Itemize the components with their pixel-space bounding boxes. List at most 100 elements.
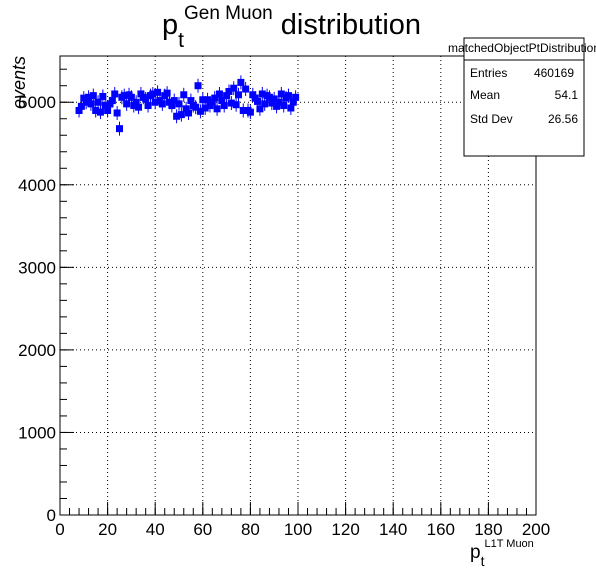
point-marker xyxy=(108,97,116,105)
point-marker xyxy=(142,95,150,103)
point-marker xyxy=(223,92,231,100)
point-marker xyxy=(82,98,90,106)
point-marker xyxy=(265,93,273,101)
x-tick-labels: 0 20 40 60 80 100 120 140 160 180 200 xyxy=(55,520,550,539)
data-point xyxy=(292,90,300,105)
point-marker xyxy=(185,109,193,117)
point-marker xyxy=(275,98,283,106)
data-point xyxy=(192,100,200,115)
point-marker xyxy=(192,103,200,111)
data-point xyxy=(175,96,183,111)
point-marker xyxy=(220,102,228,110)
point-marker xyxy=(256,105,264,113)
data-point xyxy=(135,100,143,115)
data-point xyxy=(232,97,240,112)
point-marker xyxy=(187,97,195,105)
point-marker xyxy=(254,97,262,105)
data-point xyxy=(151,95,159,110)
point-marker xyxy=(113,109,121,117)
data-point xyxy=(256,101,264,116)
chart-title-sup: Gen Muon xyxy=(184,3,273,24)
y-tick-label: 2000 xyxy=(18,341,56,360)
point-marker xyxy=(277,90,285,98)
point-marker xyxy=(201,104,209,112)
point-marker xyxy=(154,88,162,96)
point-marker xyxy=(215,90,223,98)
y-tick-label: 4000 xyxy=(18,176,56,195)
point-marker xyxy=(163,89,171,97)
y-tick-label: 1000 xyxy=(18,423,56,442)
x-tick-label: 60 xyxy=(193,520,212,539)
point-marker xyxy=(175,100,183,108)
stats-stddev-label: Std Dev xyxy=(470,112,513,126)
data-point xyxy=(123,96,131,111)
x-tick-label: 120 xyxy=(331,520,359,539)
point-marker xyxy=(199,96,207,104)
x-tick-label: 200 xyxy=(522,520,550,539)
point-marker xyxy=(116,125,123,133)
x-tick-label: 160 xyxy=(427,520,455,539)
data-point xyxy=(284,88,292,103)
data-point xyxy=(177,107,185,122)
point-marker xyxy=(208,98,216,106)
data-point xyxy=(158,96,166,111)
data-point xyxy=(127,90,135,105)
data-point xyxy=(170,93,178,108)
y-tick-labels: 0 1000 2000 3000 4000 5000 xyxy=(18,93,56,525)
point-marker xyxy=(87,100,95,108)
point-marker xyxy=(287,104,295,112)
data-point xyxy=(261,96,269,111)
point-marker xyxy=(230,84,238,92)
data-point xyxy=(111,86,119,101)
data-point xyxy=(149,86,157,101)
stats-mean-value: 54.1 xyxy=(555,88,579,102)
point-marker xyxy=(151,98,159,106)
y-tick-label: 5000 xyxy=(18,93,56,112)
point-marker xyxy=(173,112,181,120)
point-marker xyxy=(213,105,221,113)
chart-title-sub: t xyxy=(178,29,184,52)
x-axis-label-sup: L1T Muon xyxy=(484,538,533,550)
chart-title: ptGen Muon distribution xyxy=(162,3,421,52)
data-point xyxy=(239,103,247,118)
point-marker xyxy=(94,98,102,106)
data-point xyxy=(275,95,283,110)
point-marker xyxy=(120,92,128,100)
x-tick-label: 80 xyxy=(241,520,260,539)
data-point xyxy=(246,105,254,120)
point-marker xyxy=(177,111,185,119)
point-marker xyxy=(194,82,202,90)
data-point xyxy=(173,109,181,124)
x-axis-label-main: p xyxy=(470,542,481,563)
x-tick-label: 0 xyxy=(55,520,64,539)
stats-mean-label: Mean xyxy=(470,88,500,102)
data-point xyxy=(77,99,85,114)
point-marker xyxy=(180,91,188,99)
grid xyxy=(60,56,536,515)
stats-box: matchedObjectPtDistribution Entries 4601… xyxy=(448,37,596,157)
x-tick-label: 20 xyxy=(98,520,117,539)
data-point xyxy=(194,78,202,93)
x-axis-label: pt L1T Muon xyxy=(470,538,534,569)
data-point xyxy=(235,87,242,102)
axis-ticks xyxy=(59,68,537,516)
point-marker xyxy=(280,102,288,110)
data-point xyxy=(201,101,209,116)
point-marker xyxy=(204,96,212,104)
point-marker xyxy=(111,90,119,98)
point-marker xyxy=(99,92,107,100)
point-marker xyxy=(158,100,166,108)
point-marker xyxy=(168,102,176,110)
data-point xyxy=(96,105,104,120)
point-marker xyxy=(127,93,135,101)
data-point xyxy=(211,91,219,106)
chart-title-main: p xyxy=(162,9,178,41)
point-marker xyxy=(75,106,83,114)
data-point xyxy=(120,88,128,103)
x-tick-label: 40 xyxy=(146,520,165,539)
data-points xyxy=(75,75,300,136)
data-point xyxy=(99,89,107,104)
point-marker xyxy=(227,99,235,107)
data-point xyxy=(220,98,228,113)
